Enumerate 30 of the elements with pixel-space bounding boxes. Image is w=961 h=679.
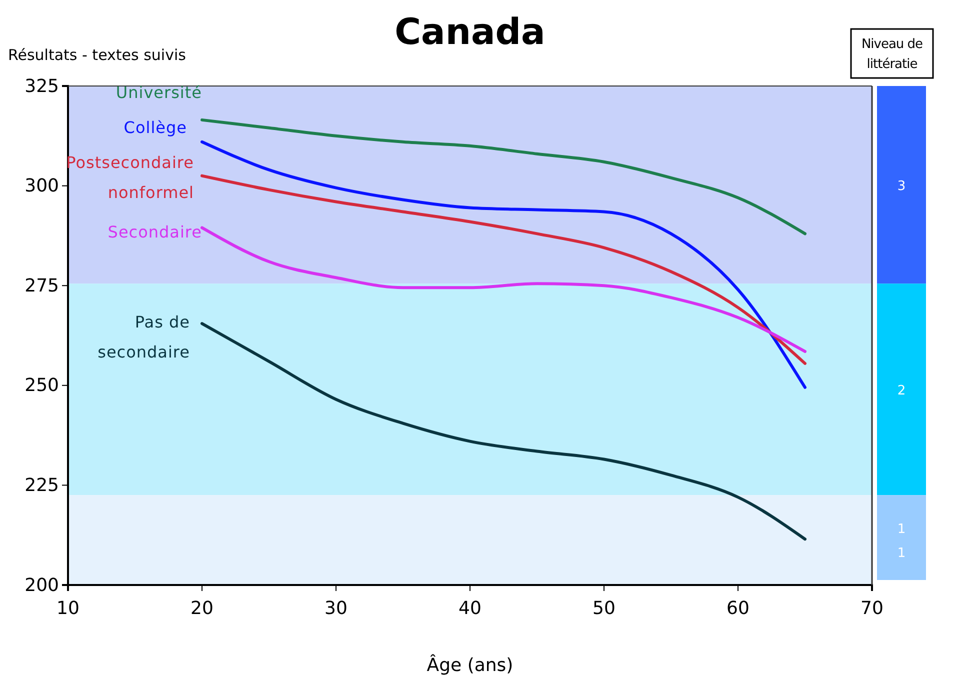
y-tick-label: 225 bbox=[24, 474, 59, 496]
x-tick-label: 50 bbox=[592, 598, 616, 619]
legend-title: Niveau de littératie bbox=[861, 37, 924, 72]
y-tick-label: 325 bbox=[24, 76, 59, 97]
series-label: Secondaire bbox=[108, 222, 202, 242]
y-tick-label: 200 bbox=[24, 574, 59, 596]
x-tick-label: 40 bbox=[458, 598, 482, 619]
y-tick-label: 275 bbox=[24, 275, 59, 296]
band-label: 3 bbox=[897, 178, 906, 194]
x-tick-label: 60 bbox=[726, 598, 750, 619]
series-label: Université bbox=[116, 82, 202, 102]
line-series bbox=[200, 174, 806, 365]
line-series bbox=[200, 226, 806, 353]
series-label: Collège bbox=[124, 118, 187, 137]
x-axis-title: Âge (ans) bbox=[426, 654, 514, 676]
x-tick-label: 30 bbox=[324, 598, 348, 619]
x-tick-label: 20 bbox=[190, 598, 214, 619]
line-series bbox=[200, 322, 806, 541]
x-tick-label: 10 bbox=[56, 598, 80, 619]
text: 1 bbox=[897, 546, 906, 562]
line-series bbox=[200, 140, 806, 389]
line-series bbox=[200, 118, 806, 236]
y-tick-label: 300 bbox=[24, 176, 59, 197]
y-axis-title: Résultats - textes suivis bbox=[8, 46, 186, 64]
chart-title: Canada bbox=[394, 12, 546, 53]
series-label: Pas de secondaire bbox=[98, 312, 190, 362]
y-tick-label: 250 bbox=[24, 375, 59, 396]
x-tick-label: 70 bbox=[860, 598, 884, 619]
band-label: 1 bbox=[897, 522, 906, 538]
band-label: 2 bbox=[897, 383, 906, 398]
